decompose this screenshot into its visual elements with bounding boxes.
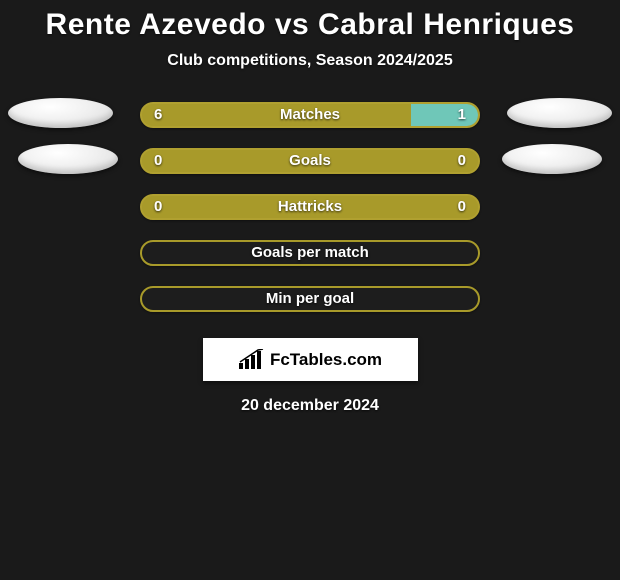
stat-rows: 61Matches 00Goals 00Hattricks Goals per mat… bbox=[0, 102, 620, 312]
stat-bar-goals-per-match: Goals per match bbox=[140, 240, 480, 266]
stat-bar-goals: 00Goals bbox=[140, 148, 480, 174]
stat-label: Goals bbox=[142, 152, 478, 169]
stat-row-hattricks: 00Hattricks bbox=[0, 194, 620, 220]
stat-row-goals-per-match: Goals per match bbox=[0, 240, 620, 266]
subtitle: Club competitions, Season 2024/2025 bbox=[0, 52, 620, 70]
stat-bar-min-per-goal: Min per goal bbox=[140, 286, 480, 312]
source-badge-text: FcTables.com bbox=[270, 350, 382, 370]
chart-bars-icon bbox=[238, 349, 264, 371]
player-left-avatar bbox=[18, 144, 118, 174]
stat-label: Goals per match bbox=[142, 244, 478, 261]
comparison-card: Rente Azevedo vs Cabral Henriques Club c… bbox=[0, 0, 620, 415]
player-left-avatar bbox=[8, 98, 113, 128]
player-right-avatar bbox=[507, 98, 612, 128]
page-title: Rente Azevedo vs Cabral Henriques bbox=[0, 8, 620, 42]
stat-bar-matches: 61Matches bbox=[140, 102, 480, 128]
stat-row-min-per-goal: Min per goal bbox=[0, 286, 620, 312]
player-right-avatar bbox=[502, 144, 602, 174]
stat-row-goals: 00Goals bbox=[0, 148, 620, 174]
stat-label: Min per goal bbox=[142, 290, 478, 307]
stat-label: Matches bbox=[142, 106, 478, 123]
stat-row-matches: 61Matches bbox=[0, 102, 620, 128]
stat-label: Hattricks bbox=[142, 198, 478, 215]
snapshot-date: 20 december 2024 bbox=[0, 397, 620, 415]
stat-bar-hattricks: 00Hattricks bbox=[140, 194, 480, 220]
source-badge[interactable]: FcTables.com bbox=[203, 338, 418, 381]
